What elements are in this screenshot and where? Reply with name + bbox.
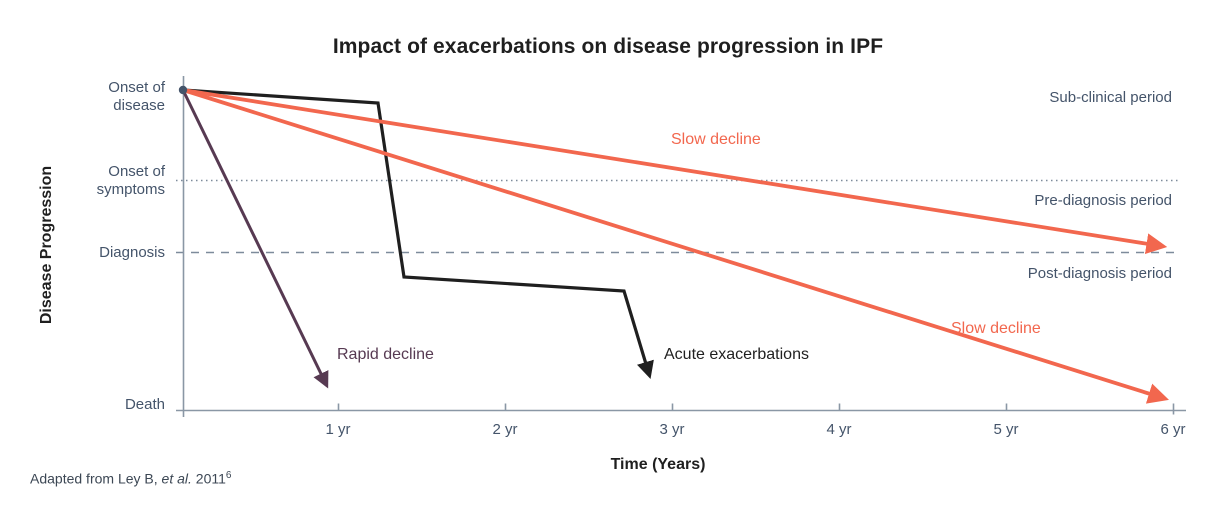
slow-decline-line-upper <box>182 88 1168 255</box>
acute-exacerbations-line <box>182 88 654 380</box>
chart-title: Impact of exacerbations on disease progr… <box>332 35 884 58</box>
source-citation-ref-number: 6 <box>225 470 232 481</box>
slow-decline-label-lower: Slow decline <box>951 320 1041 337</box>
source-citation-etal: et al. <box>161 470 192 487</box>
sub-clinical-period-label: Sub-clinical period <box>1049 89 1172 106</box>
x-tick-4yr: 4 yr <box>826 421 852 438</box>
source-citation-year: 2011 <box>191 470 226 487</box>
y-axis-title: Disease Progression <box>38 165 55 325</box>
x-tick-1yr: 1 yr <box>325 421 351 438</box>
x-axis-title: Time (Years) <box>610 456 706 473</box>
rapid-decline-label: Rapid decline <box>337 346 434 363</box>
acute-exacerbations-label: Acute exacerbations <box>664 346 809 363</box>
x-tick-2yr: 2 yr <box>492 421 518 438</box>
y-tick-diagnosis: Diagnosis <box>99 244 165 261</box>
slow-decline-label-upper: Slow decline <box>671 131 761 148</box>
post-diagnosis-period-label: Post-diagnosis period <box>1027 265 1172 282</box>
x-tick-3yr: 3 yr <box>659 421 685 438</box>
y-tick-death: Death <box>124 396 165 413</box>
pre-diagnosis-period-label: Pre-diagnosis period <box>1034 192 1172 209</box>
x-axis-ticks <box>337 403 1175 415</box>
slow-decline-line-lower <box>182 88 1169 404</box>
onset-origin-point <box>178 85 188 95</box>
rapid-decline-line <box>181 89 329 389</box>
y-tick-onset-of-disease: Onset of disease <box>108 79 165 114</box>
y-tick-onset-of-symptoms: Onset of symptoms <box>96 163 165 198</box>
source-citation-prefix: Adapted from Ley B, <box>30 470 162 487</box>
source-citation: Adapted from Ley B, et al. 20116 <box>30 470 231 487</box>
x-tick-6yr: 6 yr <box>1160 421 1186 438</box>
x-tick-5yr: 5 yr <box>993 421 1019 438</box>
